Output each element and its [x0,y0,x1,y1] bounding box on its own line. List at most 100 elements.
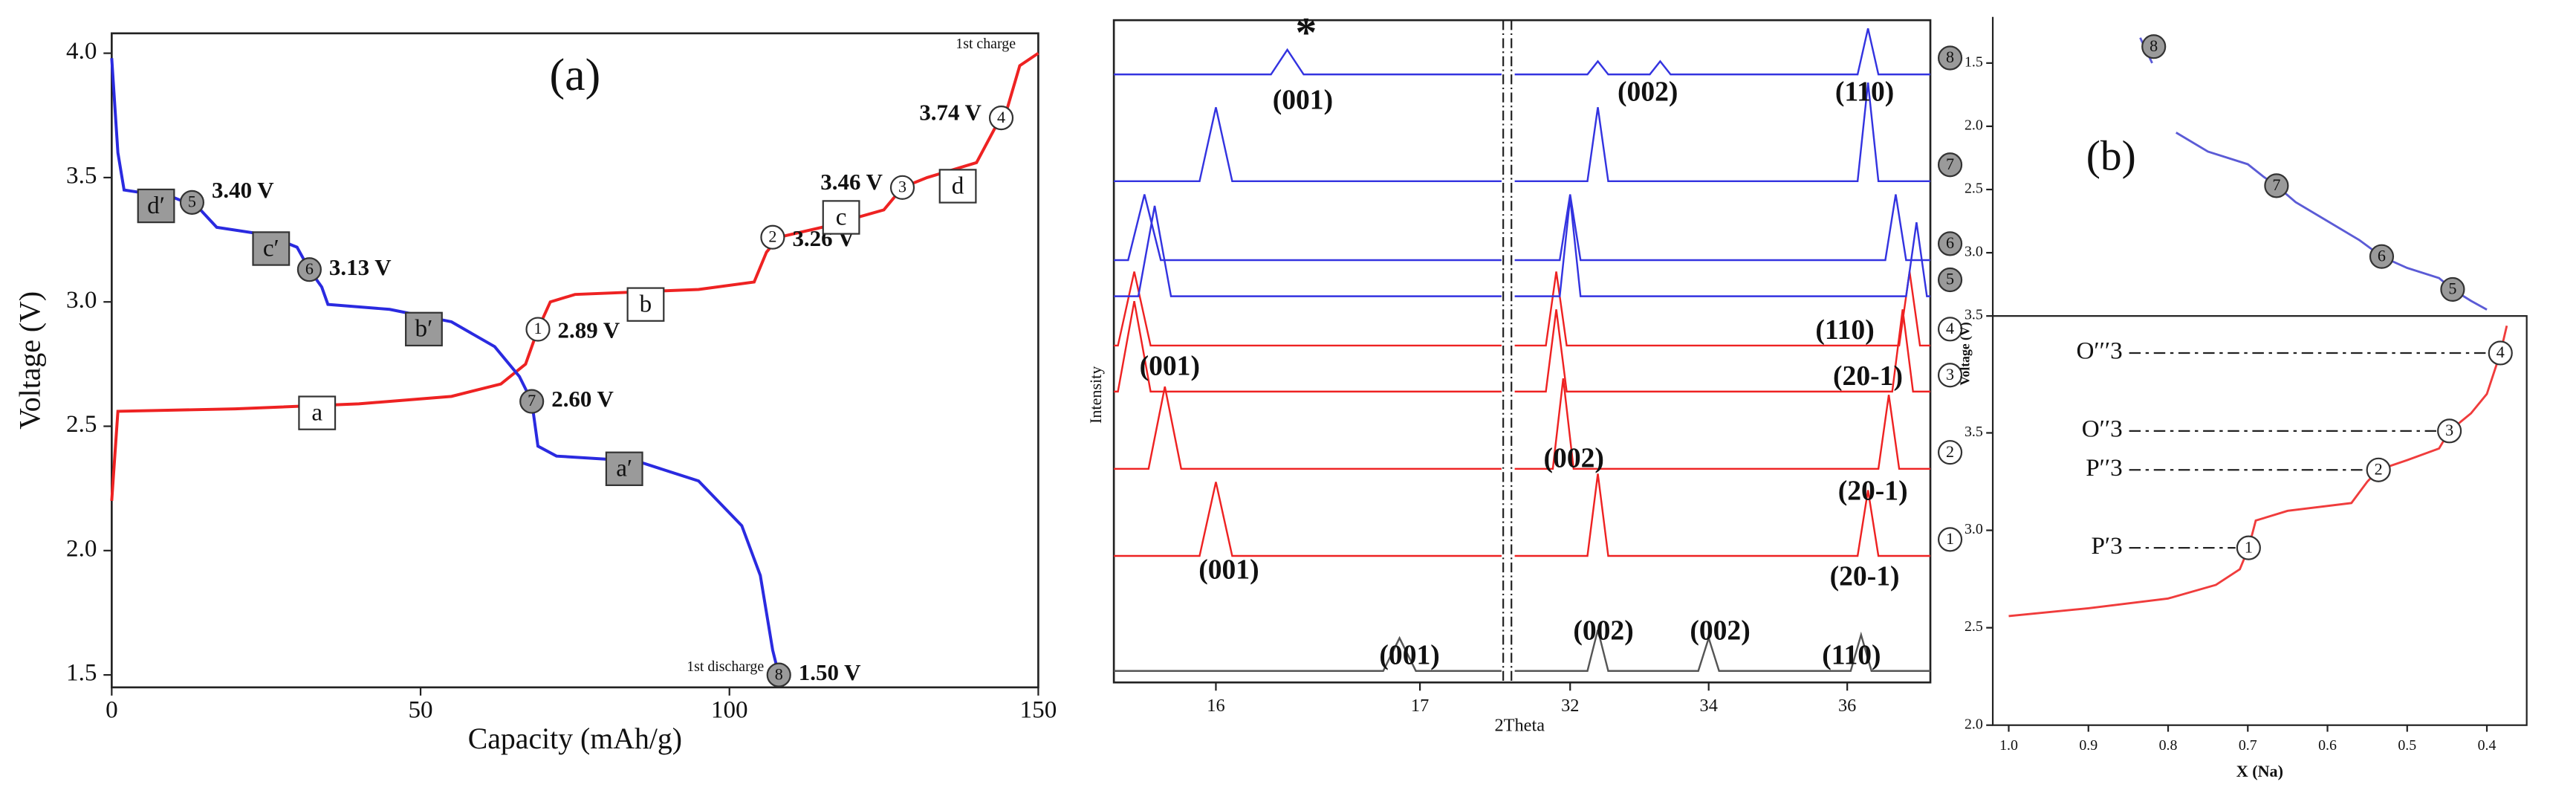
scan-number: 1 [1946,529,1954,548]
annotation: 1st charge [956,36,1016,52]
xrd-pattern [1514,271,1931,347]
phase-box [137,188,175,224]
xrd-pattern [1514,309,1931,393]
phase-box [938,169,977,204]
peak-label: (20-1) [1833,361,1903,392]
y-tick-label: 2.5 [1965,618,1983,635]
xrd-pattern [1114,194,1502,262]
xrd-pattern [1514,629,1931,672]
phase-label: b′ [415,315,433,343]
voltage-label: 2.60 V [551,386,614,412]
y-axis-label: Intensity [1086,366,1105,424]
state-marker [519,389,545,414]
x-tick-label: 32 [1561,696,1579,716]
x-tick-label: 17 [1411,696,1429,716]
panel-label: (b) [2086,132,2136,179]
peak-label: (002) [1690,616,1750,647]
voltage-label: 1.50 V [799,659,861,685]
phase-label: c′ [263,234,279,262]
x-axis-label: X (Na) [2236,762,2283,780]
xrd-pattern [1514,82,1931,183]
scan-number: 8 [1946,48,1954,66]
state-number: 6 [305,259,314,278]
y-tick-label: 3.5 [1965,307,1983,323]
state-number: 5 [188,192,196,211]
state-marker [889,175,915,200]
x-tick-label: 0.4 [2478,737,2496,754]
scan-marker [1937,231,1963,256]
plot-frame [111,32,1039,689]
y-tick-label: 3.0 [1965,521,1983,537]
state-number: 6 [2378,246,2386,265]
peak-label: (001) [1198,555,1259,586]
y-tick-label: 3.5 [1965,424,1983,440]
peak-label: (110) [1835,77,1894,107]
x-tick-label: 34 [1700,696,1718,716]
y-tick-label: 2.0 [1965,716,1983,732]
state-marker [2437,418,2462,444]
state-marker [760,224,785,250]
peak-label: (002) [1618,77,1678,107]
peak-label: (002) [1544,443,1604,473]
state-number: 2 [768,227,776,245]
state-marker [988,106,1014,131]
state-number: 8 [2150,36,2158,55]
state-marker [2264,173,2289,198]
y-tick-label: 2.0 [1965,117,1983,133]
voltage-label: 2.89 V [558,317,620,343]
y-tick-label: 1.5 [1965,54,1983,70]
state-marker [2488,340,2513,366]
xrd-pattern [1114,301,1502,393]
state-number: 4 [2496,343,2505,361]
y-tick-label: 3.0 [1965,244,1983,260]
x-tick-label: 0.9 [2079,737,2098,754]
y-axis-label: Voltage (V) [13,291,46,430]
scan-marker [1937,363,1963,388]
state-number: 1 [2245,537,2253,556]
scan-number: 3 [1946,365,1954,383]
x-tick-label: 50 [408,696,432,724]
xrd-pattern [1114,386,1502,470]
xrd-pattern [1114,635,1502,672]
x-tick-label: 0.6 [2318,737,2337,754]
xrd-pattern [1514,197,1931,297]
phase-label: c [836,203,847,230]
state-marker [2366,457,2391,482]
scan-number: 6 [1946,233,1954,252]
x-tick-label: 16 [1207,696,1224,716]
x-tick-label: 150 [1020,696,1057,724]
xrd-pattern [1114,482,1502,557]
xrd-pattern [1514,473,1931,557]
phase-box [298,395,337,430]
y-tick-label: 4.0 [66,37,97,65]
phase-label: P′3 [2091,532,2122,560]
x-tick-label: 0.8 [2159,737,2178,754]
voltage-label: 3.13 V [329,254,392,280]
y-tick-label: 2.5 [66,410,97,438]
voltage-label: 3.46 V [820,169,883,195]
x-tick-label: 36 [1838,696,1856,716]
xrd-pattern [1514,27,1931,76]
peak-label: (001) [1273,85,1333,115]
state-number: 8 [775,664,783,683]
phase-label: b [640,290,652,317]
state-marker [2236,535,2261,560]
scan-number: 7 [1946,155,1954,173]
xrd-pattern [1114,107,1502,183]
phase-label: O′′′3 [2076,337,2122,365]
plot-frame [1991,315,2528,726]
state-number: 7 [528,391,536,410]
state-marker [296,257,322,282]
peak-label: (002) [1573,616,1633,647]
peak-label: (20-1) [1830,562,1900,592]
x-tick-label: 0 [106,696,118,724]
y-tick-label: 3.5 [66,162,97,190]
phase-box [405,311,443,347]
scan-marker [1937,440,1963,465]
x-axis-label: 2Theta [1495,716,1545,736]
state-number: 3 [2445,421,2453,439]
voltage-curve [110,51,1039,502]
state-marker [2440,276,2465,302]
